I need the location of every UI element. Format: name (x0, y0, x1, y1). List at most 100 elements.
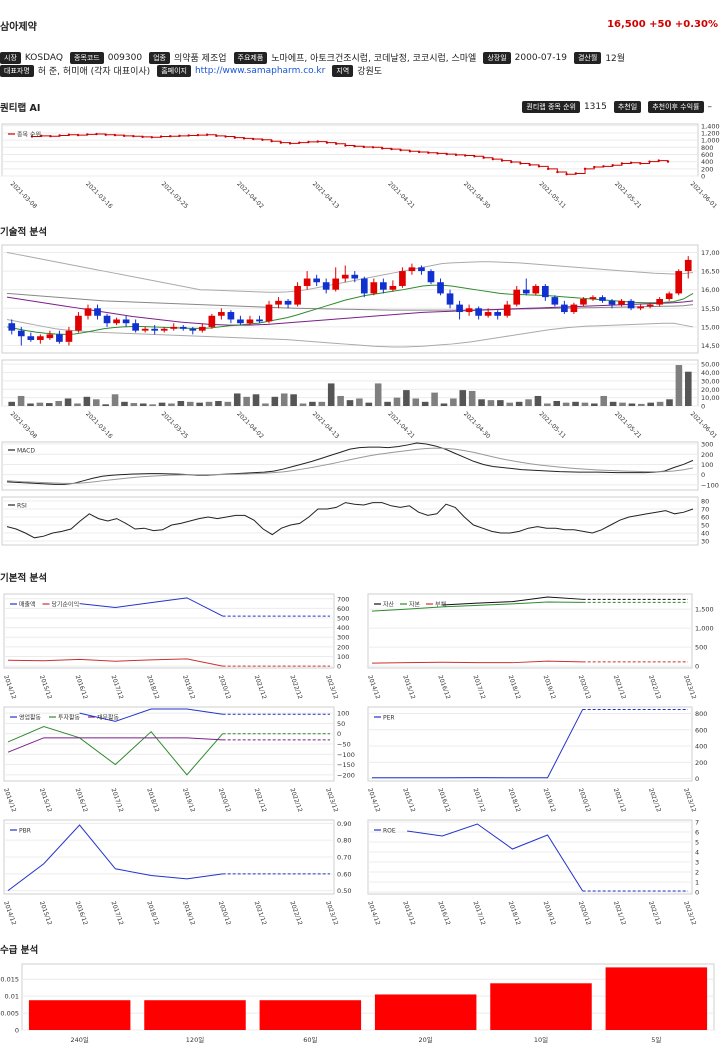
volume-bar (290, 394, 297, 406)
x-tick-label: 2016/12 (436, 674, 451, 700)
volume-bar (233, 393, 241, 406)
rank-point (611, 164, 614, 167)
y-tick-label: 1,200 (701, 129, 720, 137)
ma-gray (6, 292, 694, 311)
x-tick-label: 2017/12 (471, 787, 486, 813)
candle-body (437, 282, 444, 294)
volume-bar (102, 404, 109, 406)
y-tick-label: 1,000 (695, 625, 714, 633)
x-tick-label: 10일 (534, 1035, 548, 1044)
y-tick-label: 200 (701, 451, 713, 459)
info-value: KOSDAQ (24, 52, 63, 63)
candle-body (646, 304, 654, 307)
candle-body (389, 285, 397, 290)
x-tick-label: 2021-05-21 (613, 180, 643, 210)
volume-bar (666, 399, 673, 406)
rank-point (648, 160, 651, 163)
plot-frame (1, 496, 699, 546)
y-tick-label: 0.015 (0, 976, 19, 984)
rank-point (150, 136, 154, 139)
rank-point (196, 133, 200, 137)
y-tick-label: 0.80 (337, 837, 351, 845)
y-tick-label: 300 (337, 634, 349, 642)
y-tick-label: −100 (701, 481, 719, 489)
pbr-chart: 0.50 0.60 0.70 0.80 0.90 2014/12 2015/12 2016/1… (2, 819, 351, 926)
quantiwise-controls: 퀀티랩 종목 순위 1315 추천일 추천이후 수익률 – (522, 100, 712, 113)
rank-point (362, 145, 366, 149)
y-tick-label: 0 (695, 889, 699, 897)
cashflow-chart: 100 50 0 −50 −100 −150 −200 2014/12 2015/12 2016/… (2, 706, 355, 813)
volume-bar (271, 396, 279, 406)
roe-chart: 0 1 2 3 4 5 6 7 2014/12 2015/12 2016/12 2017/12 2018… (366, 819, 699, 927)
candle-body (503, 304, 511, 316)
y-tick-label: −200 (337, 771, 355, 779)
info-value: 허 준, 허미애 (각자 대표이사) (37, 67, 151, 77)
volume-bar (55, 400, 62, 406)
volume-bar (421, 401, 429, 406)
candle-body (399, 271, 406, 286)
price-change-pct: +0.30% (674, 19, 718, 30)
series-line (7, 725, 224, 776)
candle-body (275, 300, 282, 305)
x-tick-label: 2018/12 (145, 900, 160, 926)
volume-bar (647, 402, 655, 406)
y-tick-label: 40 (701, 530, 709, 538)
x-tick-label: 2016/12 (436, 900, 451, 926)
candle-body (198, 326, 206, 331)
info-tag: 주요제품 (233, 51, 268, 64)
x-tick-label: 2021-03-08 (9, 410, 39, 438)
info-tag: 상장일 (483, 51, 511, 64)
volume-bar (299, 403, 307, 406)
candle-body (494, 312, 502, 316)
volume-bar (638, 403, 645, 406)
legend-label: 재무활동 (97, 714, 120, 722)
x-tick-label: 2015/12 (401, 900, 416, 926)
y-tick-label: 50 (337, 720, 345, 728)
x-tick-label: 2020/12 (577, 787, 592, 813)
volume-bar (130, 403, 138, 406)
series-line (407, 823, 584, 892)
x-tick-label: 2021-03-16 (84, 180, 114, 210)
candle-body (475, 308, 482, 316)
candle-body (465, 308, 473, 313)
x-tick-label: 2018/12 (145, 787, 160, 813)
candle-body (179, 326, 187, 329)
volume-bar (111, 394, 119, 406)
legend-label: 자산 (383, 601, 395, 609)
x-tick-label: 2018/12 (507, 787, 522, 813)
reco-date-button[interactable]: 추천일 (613, 100, 642, 113)
x-tick-label: 2021-04-30 (462, 410, 492, 438)
volume-bar (544, 403, 551, 406)
rank-point (288, 142, 292, 145)
candle-body (532, 285, 540, 294)
y-tick-label: 50 (701, 522, 709, 530)
x-tick-label: 2019/12 (542, 674, 557, 700)
info-row-1: 시장 KOSDAQ 종목코드 009300 업종 의약품 제조업 주요제품 노마에프, 아토크… (0, 51, 625, 64)
y-tick-label: 100 (337, 653, 349, 661)
rank-point (67, 133, 71, 136)
rank-point (629, 161, 633, 164)
reco-return-button[interactable]: 추천이후 수익률 (648, 100, 704, 113)
rank-point (76, 133, 80, 137)
y-tick-label: 1 (695, 879, 699, 887)
info-value: 의약품 제조업 (173, 54, 227, 64)
x-tick-label: 2016/12 (436, 787, 451, 813)
rank-point (427, 151, 430, 154)
x-tick-label: 2021-04-02 (235, 180, 265, 210)
candle-body (380, 282, 387, 290)
info-value: 12월 (605, 54, 626, 64)
supply-bar (28, 1000, 131, 1030)
homepage-link[interactable]: http://www.samapharm.co.kr (194, 65, 326, 76)
x-tick-label: 2021-06-01 (689, 180, 719, 210)
volume-bar (83, 396, 91, 406)
rank-point (519, 162, 522, 165)
y-tick-label: 6 (695, 829, 699, 837)
y-tick-label: 7 (695, 819, 699, 827)
candle-body (446, 293, 454, 305)
rsi-line (6, 502, 694, 539)
x-tick-label: 2022/12 (647, 787, 662, 813)
rank-point (464, 154, 467, 157)
supply-bar (374, 994, 477, 1030)
x-tick-label: 2021-04-30 (462, 180, 492, 210)
